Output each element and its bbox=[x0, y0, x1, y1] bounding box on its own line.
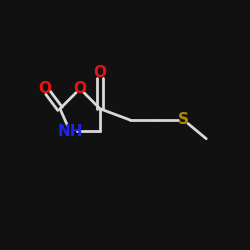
Text: O: O bbox=[94, 65, 106, 80]
Text: O: O bbox=[38, 81, 52, 96]
Text: S: S bbox=[178, 112, 189, 128]
Text: NH: NH bbox=[57, 124, 83, 139]
Text: O: O bbox=[74, 81, 86, 96]
